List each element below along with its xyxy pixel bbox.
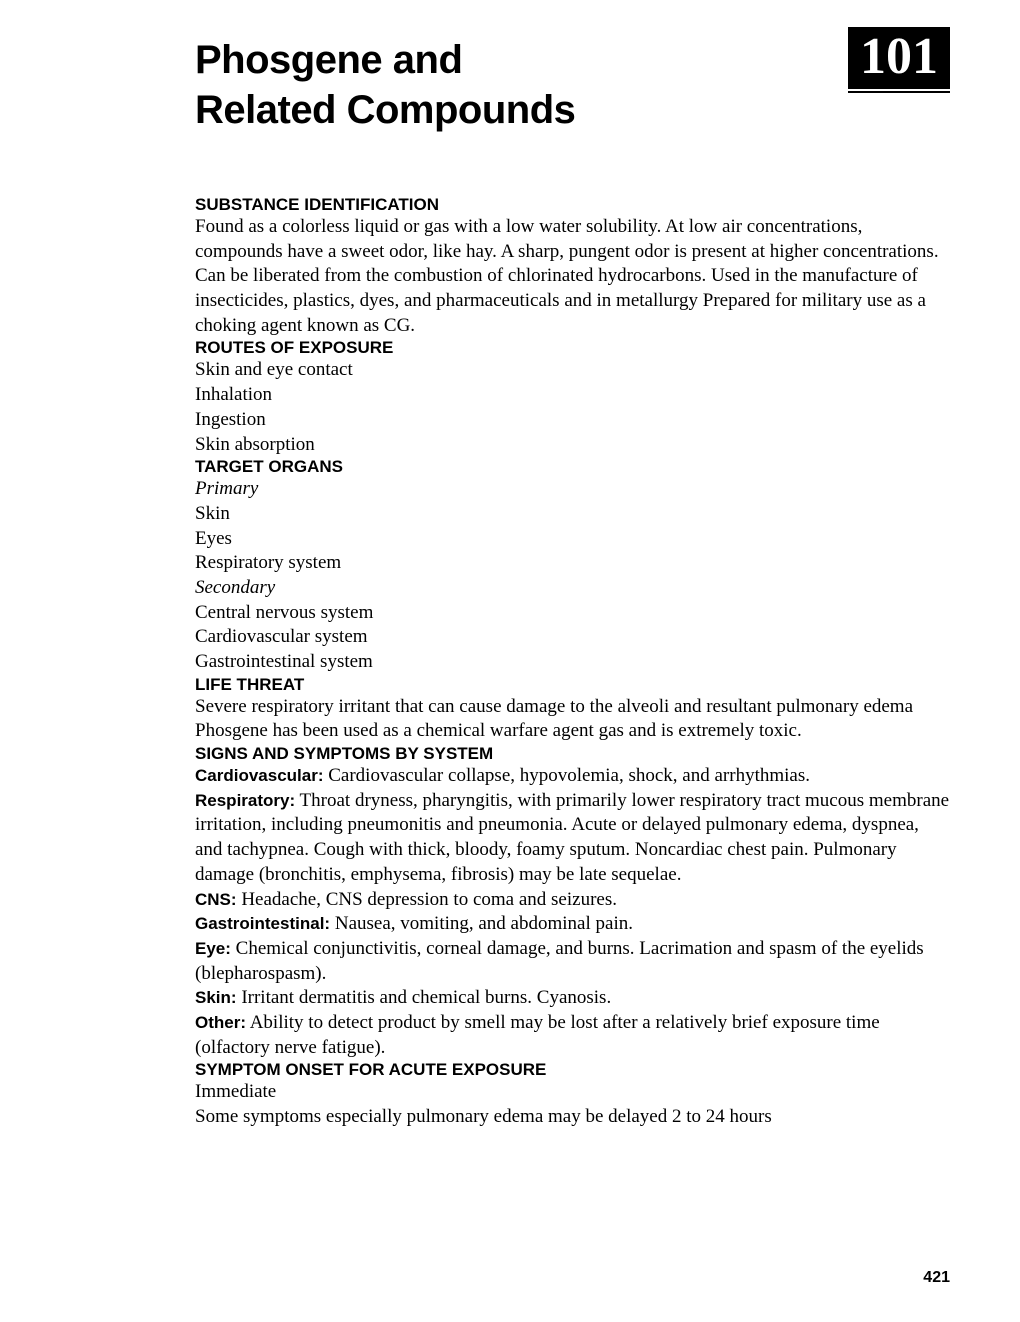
target-primary-item: Skin [195,502,950,527]
system-label: Cardiovascular: [195,766,324,785]
system-cns: CNS: Headache, CNS depression to coma an… [195,888,950,913]
target-primary-item: Eyes [195,527,950,552]
system-body: Headache, CNS depression to coma and sei… [237,889,617,910]
heading-substance-identification: SUBSTANCE IDENTIFICATION [195,195,950,215]
system-body: Chemical conjunctivitis, corneal damage,… [195,938,924,984]
heading-symptom-onset: SYMPTOM ONSET FOR ACUTE EXPOSURE [195,1060,950,1080]
system-label: Skin: [195,988,237,1007]
life-threat-body: Severe respiratory irritant that can cau… [195,695,950,744]
page-number: 421 [923,1269,950,1287]
system-label: Gastrointestinal: [195,914,330,933]
target-secondary-item: Gastrointestinal system [195,650,950,675]
target-primary-label: Primary [195,477,950,502]
onset-item: Some symptoms especially pulmonary edema… [195,1105,950,1130]
system-label: Other: [195,1013,246,1032]
system-label: Eye: [195,939,231,958]
system-cardiovascular: Cardiovascular: Cardiovascular collapse,… [195,764,950,789]
system-body: Nausea, vomiting, and abdominal pain. [330,913,633,934]
system-label: Respiratory: [195,791,295,810]
route-item: Skin and eye contact [195,358,950,383]
system-eye: Eye: Chemical conjunctivitis, corneal da… [195,937,950,986]
system-other: Other: Ability to detect product by smel… [195,1011,950,1060]
system-label: CNS: [195,890,237,909]
target-secondary-label: Secondary [195,576,950,601]
route-item: Inhalation [195,383,950,408]
system-respiratory: Respiratory: Throat dryness, pharyngitis… [195,789,950,888]
heading-routes-of-exposure: ROUTES OF EXPOSURE [195,338,950,358]
route-item: Skin absorption [195,433,950,458]
title-line-1: Phosgene and [195,38,462,82]
substance-identification-body: Found as a colorless liquid or gas with … [195,215,950,338]
header-row: Phosgene and Related Compounds 101 [195,35,950,135]
heading-life-threat: LIFE THREAT [195,675,950,695]
heading-target-organs: TARGET ORGANS [195,457,950,477]
chapter-number-box: 101 [848,27,950,91]
system-body: Cardiovascular collapse, hypovolemia, sh… [324,765,810,786]
system-skin: Skin: Irritant dermatitis and chemical b… [195,986,950,1011]
system-body: Ability to detect product by smell may b… [195,1012,880,1058]
chapter-title: Phosgene and Related Compounds [195,35,575,135]
onset-item: Immediate [195,1080,950,1105]
system-body: Throat dryness, pharyngitis, with primar… [195,790,949,885]
target-secondary-item: Cardiovascular system [195,625,950,650]
system-body: Irritant dermatitis and chemical burns. … [237,987,612,1008]
system-gastrointestinal: Gastrointestinal: Nausea, vomiting, and … [195,912,950,937]
target-secondary-item: Central nervous system [195,601,950,626]
content-body: SUBSTANCE IDENTIFICATION Found as a colo… [195,195,950,1130]
target-primary-item: Respiratory system [195,551,950,576]
title-line-2: Related Compounds [195,88,575,132]
route-item: Ingestion [195,408,950,433]
heading-signs-symptoms: SIGNS AND SYMPTOMS BY SYSTEM [195,744,950,764]
